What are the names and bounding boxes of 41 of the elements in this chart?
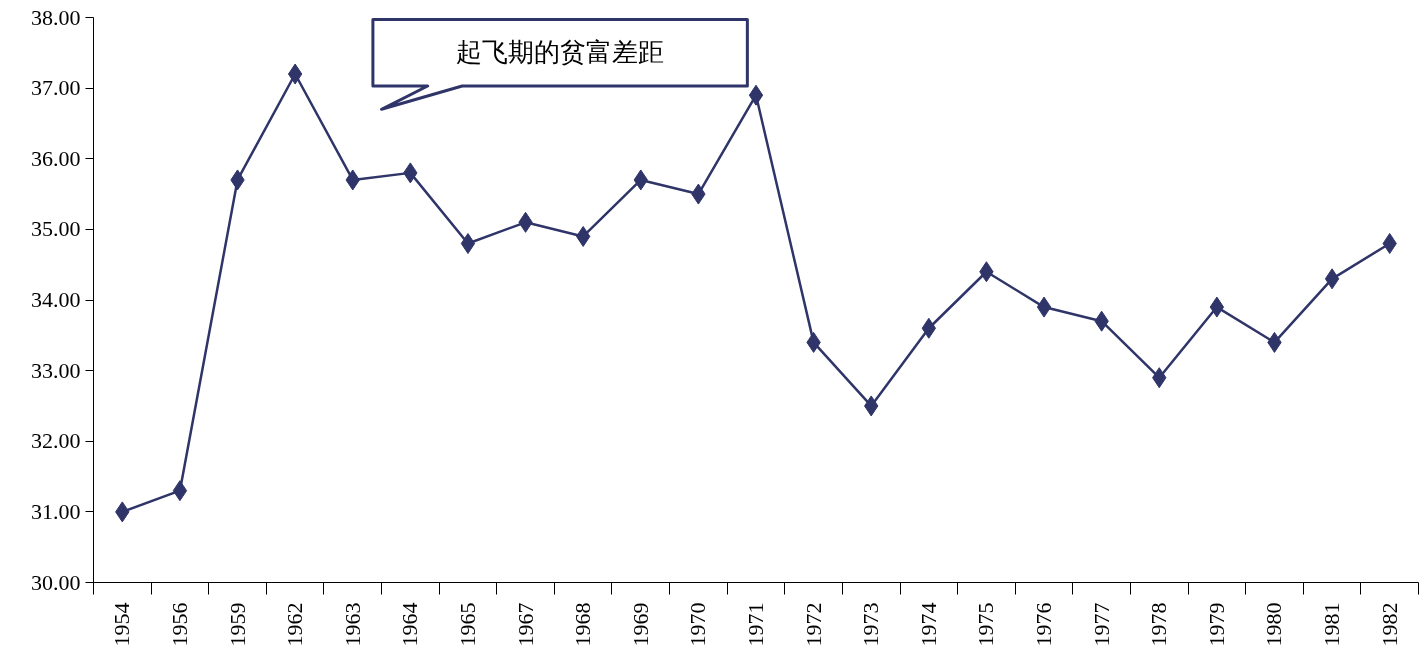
point: [172, 480, 188, 502]
x-tick-label: 1979: [1203, 602, 1229, 647]
x-tick-label: 1956: [166, 602, 192, 647]
point: [748, 84, 764, 106]
y-tick-label: 33.00: [31, 357, 81, 383]
x-tick-label: 1968: [570, 602, 596, 647]
x-tick-label: 1967: [512, 602, 538, 647]
y-tick-label: 38.00: [31, 4, 81, 30]
x-tick-label: 1959: [224, 602, 250, 647]
x-tick-label: 1980: [1261, 602, 1287, 647]
x-tick-label: 1954: [109, 602, 135, 647]
x-tick-label: 1970: [685, 602, 711, 647]
point: [460, 233, 476, 254]
x-tick-label: 1981: [1319, 602, 1345, 647]
x-tick-label: 1965: [454, 602, 480, 647]
point: [1209, 296, 1225, 318]
annotation: 起飞期的贫富差距: [456, 38, 665, 68]
y-tick-label: 32.00: [31, 428, 81, 454]
y-tick-label: 31.00: [31, 498, 81, 524]
y-tick-label: 37.00: [31, 75, 81, 101]
x-tick-label: 1963: [339, 602, 365, 647]
y-tick-label: 35.00: [31, 216, 81, 242]
y-tick-label: 36.00: [31, 145, 81, 171]
point: [1036, 296, 1052, 318]
x-tick-label: 1973: [858, 602, 884, 647]
x-tick-label: 1975: [973, 602, 999, 647]
x-tick-label: 1971: [743, 602, 768, 647]
x-tick-label: 1974: [915, 602, 941, 647]
x-tick-label: 1964: [397, 602, 423, 647]
point: [287, 63, 303, 85]
x-tick-label: 1972: [800, 602, 826, 647]
x-tick-label: 1978: [1146, 602, 1172, 647]
point: [1324, 268, 1340, 290]
y-tick-label: 34.00: [31, 287, 81, 312]
y-tick-label: 30.00: [31, 569, 81, 595]
x-tick-label: 1976: [1031, 602, 1057, 647]
x-tick-label: 1969: [627, 602, 653, 647]
point: [1382, 233, 1397, 254]
x-tick-label: 1982: [1376, 602, 1402, 647]
x-tick-label: 1977: [1088, 602, 1114, 647]
x-tick-label: 1962: [282, 602, 308, 647]
